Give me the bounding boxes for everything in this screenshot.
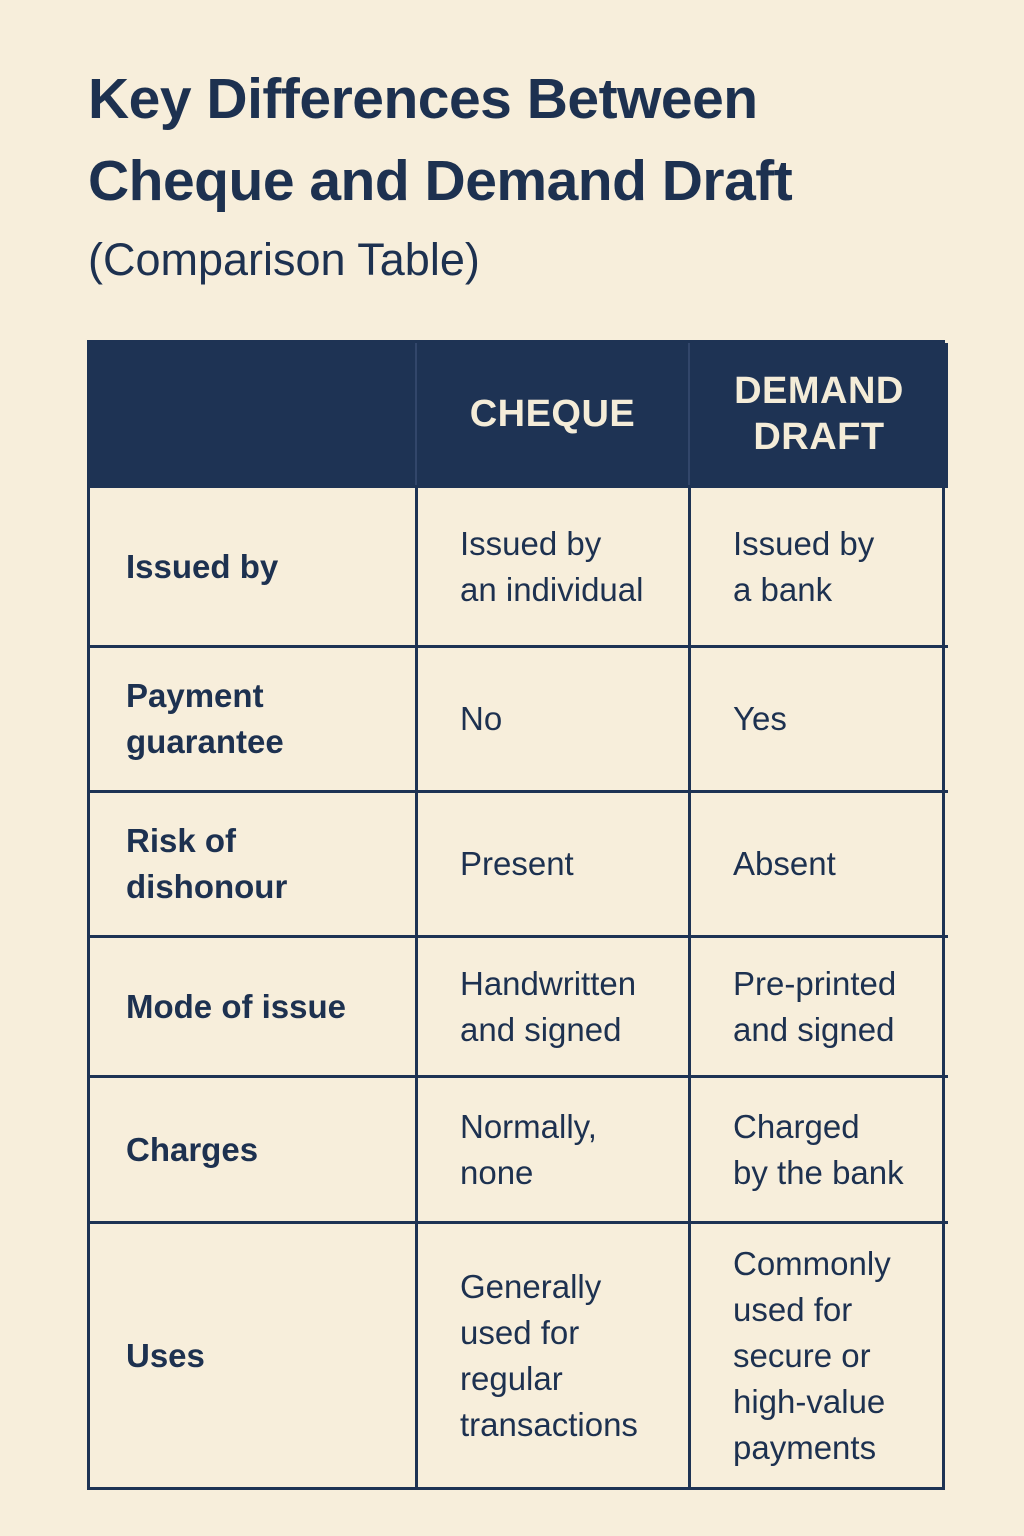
comparison-table: CHEQUE DEMAND DRAFT Issued by Issued by … [87,340,948,1490]
row-payment-guarantee-cheque: No [415,645,688,790]
row-mode-of-issue-cheque: Handwritten and signed [415,935,688,1075]
title-block: Key Differences Between Cheque and Deman… [88,58,968,288]
row-issued-by-demand-draft: Issued by a bank [688,485,948,645]
row-mode-of-issue-demand-draft: Pre-printed and signed [688,935,948,1075]
row-issued-by-label: Issued by [90,485,415,645]
row-issued-by-cheque: Issued by an individual [415,485,688,645]
header-cell-cheque: CHEQUE [415,343,688,485]
row-charges-cheque: Normally, none [415,1075,688,1221]
row-risk-of-dishonour-cheque: Present [415,790,688,935]
page-subtitle: (Comparison Table) [88,234,480,285]
row-risk-of-dishonour-label: Risk of dishonour [90,790,415,935]
header-cell-feature [90,343,415,485]
row-payment-guarantee-label: Payment guarantee [90,645,415,790]
row-uses-label: Uses [90,1221,415,1487]
row-uses-demand-draft: Commonly used for secure or high-value p… [688,1221,948,1487]
row-uses-cheque: Generally used for regular transactions [415,1221,688,1487]
row-mode-of-issue-label: Mode of issue [90,935,415,1075]
header-cell-demand-draft: DEMAND DRAFT [688,343,948,485]
row-charges-demand-draft: Charged by the bank [688,1075,948,1221]
row-payment-guarantee-demand-draft: Yes [688,645,948,790]
row-charges-label: Charges [90,1075,415,1221]
page-title: Key Differences Between Cheque and Deman… [88,67,793,213]
row-risk-of-dishonour-demand-draft: Absent [688,790,948,935]
